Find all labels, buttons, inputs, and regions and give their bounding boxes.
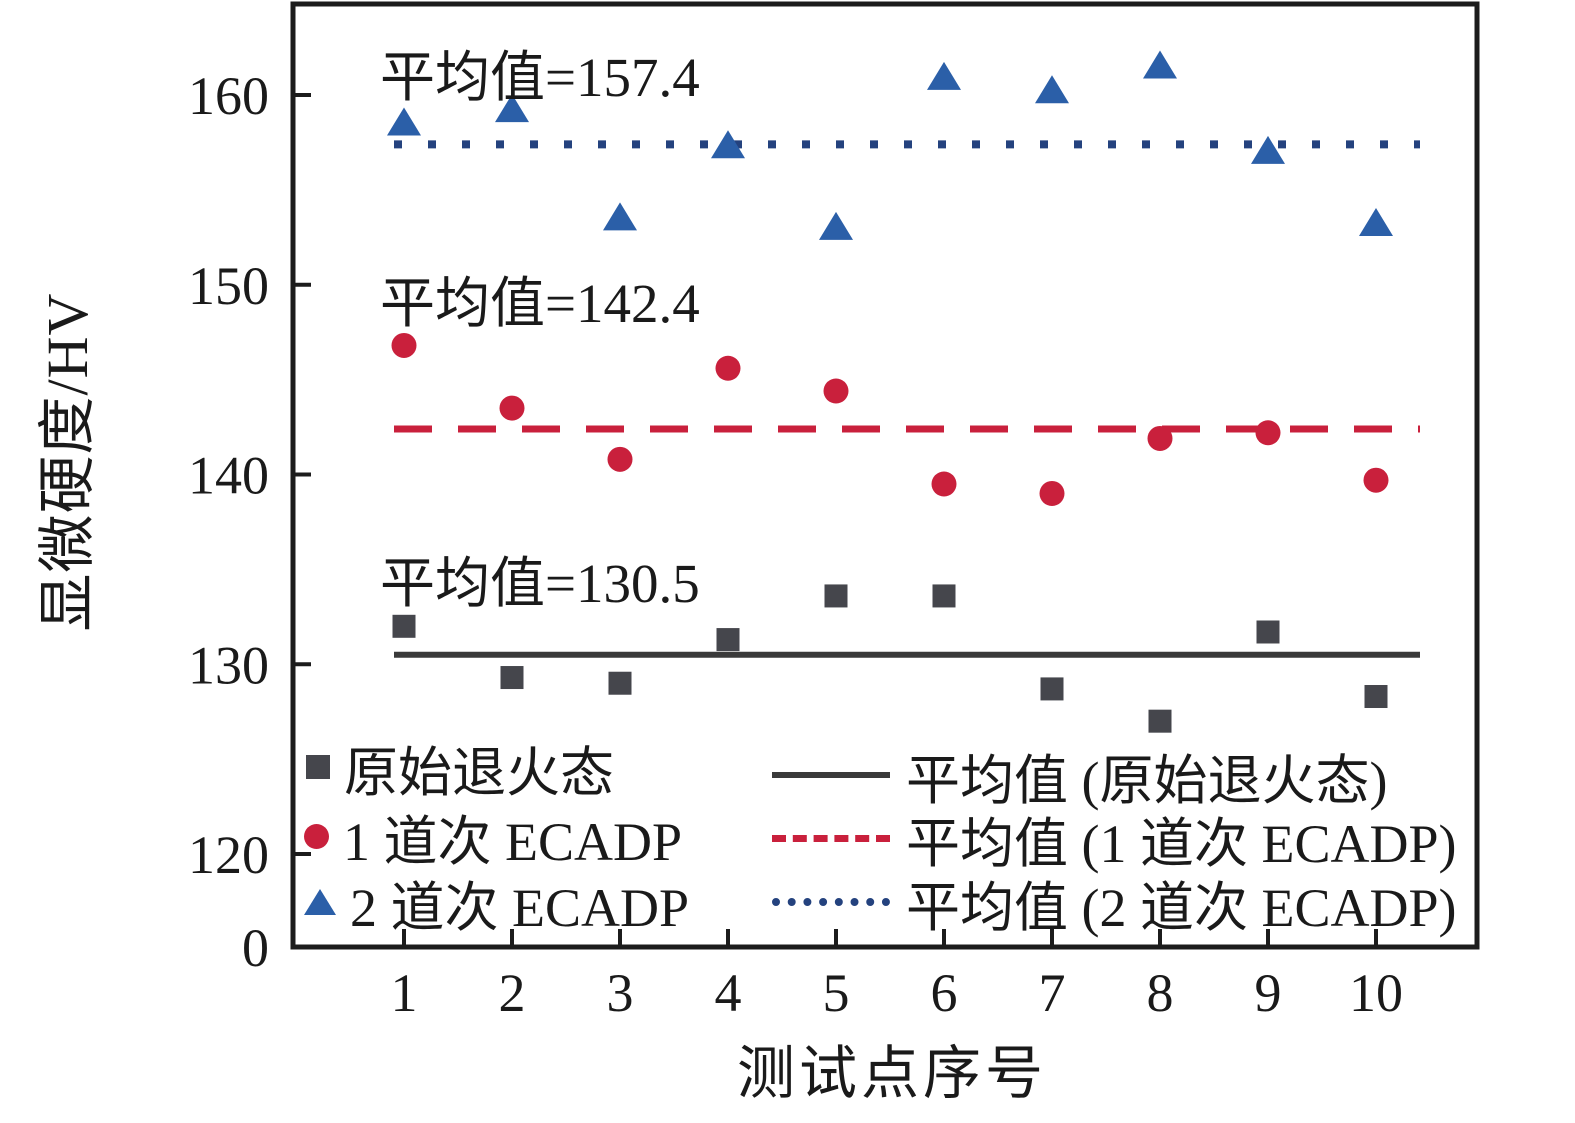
marker-circle [499, 395, 525, 421]
marker-circle [1039, 480, 1065, 506]
x-tick-label: 2 [499, 963, 526, 1023]
circle-marker-icon [304, 823, 329, 849]
marker-triangle [711, 130, 745, 159]
dashed-line-icon [772, 834, 890, 842]
x-tick-label: 5 [823, 963, 850, 1023]
x-tick-label: 9 [1255, 963, 1282, 1023]
marker-triangle [603, 202, 637, 231]
marker-square [1364, 685, 1388, 709]
triangle-marker-icon [304, 889, 336, 915]
legend-label: 原始退火态 [344, 742, 614, 803]
marker-square [500, 666, 524, 690]
y-tick-label: 150 [188, 256, 269, 316]
marker-circle [715, 355, 741, 381]
legend-item-mean-annealed: 平均值 (原始退火态) [772, 747, 1387, 811]
y-axis-title: 显微硬度/HV [35, 292, 100, 632]
x-axis-title: 测试点序号 [736, 1041, 1048, 1106]
marker-triangle [387, 107, 421, 136]
annotation-mean-2pass: 平均值=157.4 [380, 47, 700, 108]
x-tick-label: 8 [1147, 963, 1174, 1023]
marker-circle [1255, 420, 1281, 446]
legend-item-mean-1pass: 平均值 (1 道次 ECADP) [772, 810, 1457, 874]
marker-triangle [1035, 75, 1069, 104]
marker-triangle [927, 61, 961, 90]
annotation-mean-1pass: 平均值=142.4 [380, 273, 700, 334]
marker-circle [607, 446, 633, 472]
marker-triangle [1359, 208, 1393, 237]
legend-item-annealed: 原始退火态 [306, 739, 614, 803]
marker-triangle [1251, 135, 1285, 164]
marker-square [392, 614, 416, 638]
marker-triangle [495, 94, 529, 123]
marker-square [824, 584, 848, 608]
legend-item-2pass: 2 道次 ECADP [304, 874, 689, 938]
legend-item-mean-2pass: 平均值 (2 道次 ECADP) [772, 874, 1457, 938]
marker-circle [931, 471, 957, 497]
marker-square [1148, 709, 1172, 733]
marker-circle [823, 378, 849, 404]
marker-circle [391, 332, 417, 358]
y-tick-label: 0 [242, 918, 269, 978]
y-tick-label: 120 [188, 825, 269, 885]
x-tick-label: 10 [1349, 963, 1403, 1023]
x-tick-label: 6 [931, 963, 958, 1023]
y-tick-label: 160 [188, 66, 269, 126]
x-tick-label: 3 [607, 963, 634, 1023]
x-tick-label: 1 [391, 963, 418, 1023]
solid-line-icon [772, 772, 890, 778]
marker-square [1040, 677, 1064, 701]
x-tick-label: 7 [1039, 963, 1066, 1023]
marker-square [716, 628, 740, 652]
legend-label: 1 道次 ECADP [343, 811, 683, 872]
y-tick-label: 140 [188, 446, 269, 506]
marker-circle [1363, 467, 1389, 493]
marker-square [932, 584, 956, 608]
marker-triangle [819, 211, 853, 240]
annotation-mean-annealed: 平均值=130.5 [380, 553, 700, 614]
marker-circle [1147, 425, 1173, 451]
y-tick-label: 130 [188, 635, 269, 695]
marker-square [608, 671, 632, 695]
legend-label: 平均值 (1 道次 ECADP) [906, 813, 1457, 874]
legend-label: 平均值 (2 道次 ECADP) [906, 877, 1457, 938]
legend-label: 平均值 (原始退火态) [906, 750, 1388, 811]
marker-square [1256, 620, 1280, 644]
legend-item-1pass: 1 道次 ECADP [304, 808, 682, 872]
legend-label: 2 道次 ECADP [350, 877, 690, 938]
marker-triangle [1143, 50, 1177, 79]
square-marker-icon [306, 755, 330, 779]
x-tick-label: 4 [715, 963, 742, 1023]
dotted-line-icon [772, 898, 890, 906]
